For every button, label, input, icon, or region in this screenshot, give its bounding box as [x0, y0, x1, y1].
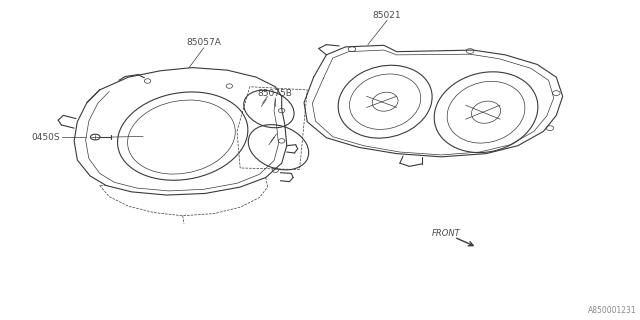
Text: 85057A: 85057A	[186, 38, 221, 47]
Text: A850001231: A850001231	[588, 306, 636, 315]
Text: FRONT: FRONT	[432, 229, 461, 238]
Text: 85075B: 85075B	[258, 89, 292, 98]
Text: 85021: 85021	[372, 11, 401, 20]
Text: 0450S: 0450S	[31, 132, 60, 141]
